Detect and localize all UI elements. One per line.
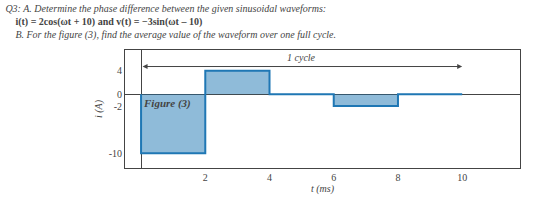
svg-text:8: 8 bbox=[395, 172, 400, 183]
svg-text:Q3: A. Determine the phase dif: Q3: A. Determine the phase difference be… bbox=[5, 3, 336, 41]
svg-text:10: 10 bbox=[457, 172, 467, 183]
svg-text:Figure (3): Figure (3) bbox=[143, 97, 191, 110]
svg-text:t (ms): t (ms) bbox=[311, 183, 335, 195]
svg-text:4: 4 bbox=[117, 65, 122, 76]
svg-text:4: 4 bbox=[267, 172, 272, 183]
svg-text:i (A): i (A) bbox=[93, 99, 105, 118]
svg-text:6: 6 bbox=[331, 172, 336, 183]
svg-text:-10: -10 bbox=[109, 148, 122, 159]
svg-text:-2: -2 bbox=[114, 101, 122, 112]
svg-text:0: 0 bbox=[117, 89, 122, 100]
svg-text:1 cycle: 1 cycle bbox=[287, 52, 316, 63]
svg-text:2: 2 bbox=[203, 172, 208, 183]
